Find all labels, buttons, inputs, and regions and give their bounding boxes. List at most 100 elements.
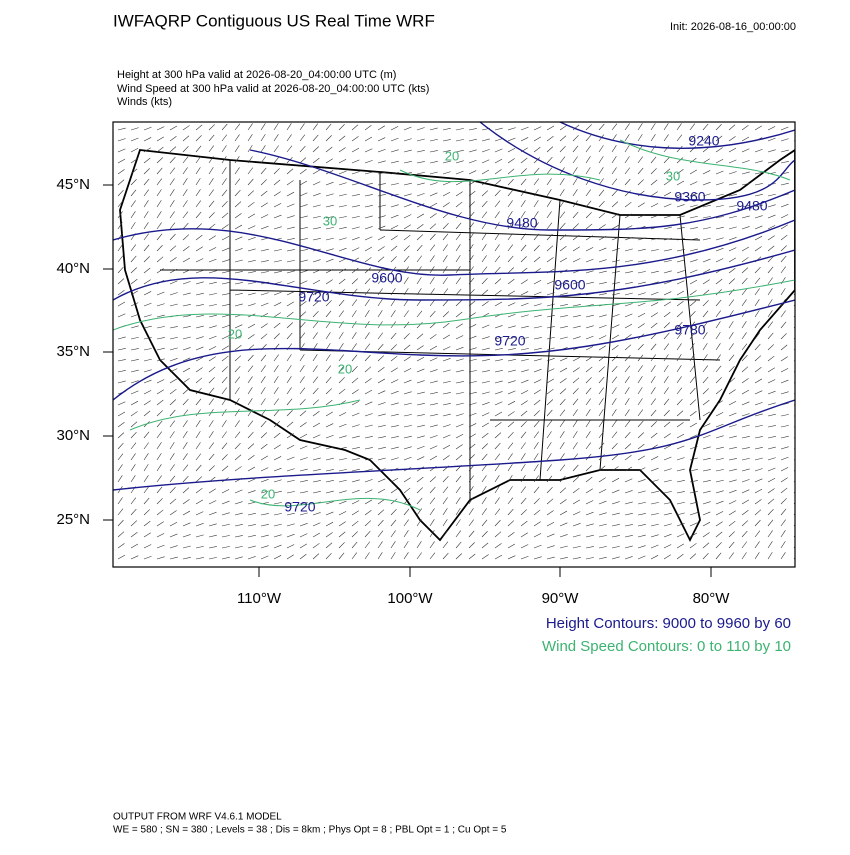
barb	[468, 233, 474, 241]
barb	[143, 410, 151, 417]
barb	[286, 203, 295, 208]
barb	[702, 258, 711, 263]
barb	[429, 266, 435, 274]
barb	[221, 270, 230, 274]
barb	[598, 387, 605, 395]
barb	[481, 180, 489, 186]
barb	[299, 501, 308, 505]
barb	[676, 501, 685, 505]
barb	[221, 201, 228, 208]
barb	[182, 245, 190, 252]
barb	[481, 255, 487, 263]
barb	[728, 215, 737, 219]
barb	[611, 545, 620, 549]
barb	[494, 347, 503, 351]
barb	[286, 456, 295, 461]
barb	[520, 157, 528, 164]
barb	[702, 480, 711, 483]
barb	[208, 281, 217, 285]
barb	[325, 204, 334, 208]
barb	[754, 204, 763, 208]
lon-label: 80°W	[693, 590, 731, 607]
barb	[338, 170, 347, 175]
barb	[559, 292, 568, 296]
barb	[598, 293, 607, 296]
barb	[663, 445, 672, 450]
barb	[338, 332, 344, 340]
barb	[572, 189, 578, 197]
barb	[429, 255, 435, 263]
barb	[559, 245, 567, 252]
barb	[299, 215, 308, 219]
barb	[273, 134, 279, 142]
barb	[221, 303, 230, 307]
barb	[624, 478, 633, 483]
barb	[260, 134, 266, 142]
barb	[585, 212, 592, 219]
barb	[494, 127, 503, 131]
barb	[481, 159, 490, 164]
barb	[338, 205, 347, 208]
barb	[312, 480, 321, 483]
barb	[169, 378, 178, 384]
barb	[676, 533, 685, 538]
barb	[546, 378, 555, 384]
barb	[312, 446, 321, 450]
barb	[156, 420, 163, 428]
barb	[520, 291, 529, 296]
barb	[299, 422, 307, 428]
barb	[624, 167, 631, 175]
barb	[572, 409, 578, 417]
barb	[780, 379, 789, 384]
barb	[338, 479, 347, 483]
barb	[754, 343, 761, 351]
barb	[169, 178, 175, 186]
barb	[325, 423, 334, 428]
barb	[663, 398, 670, 406]
barb	[728, 389, 736, 395]
barb	[494, 138, 503, 142]
barb	[728, 541, 735, 549]
barb	[481, 324, 490, 329]
barb	[559, 367, 568, 373]
barb	[650, 191, 658, 197]
barb	[234, 303, 243, 307]
barb	[442, 530, 448, 538]
barb	[351, 321, 357, 329]
barb	[208, 145, 214, 153]
barb	[741, 447, 750, 450]
barb	[754, 194, 763, 197]
barb	[325, 258, 334, 263]
barb	[572, 223, 579, 230]
barb	[598, 477, 606, 483]
barb	[273, 490, 282, 494]
barb	[182, 234, 190, 241]
barb	[182, 398, 189, 406]
barb	[442, 519, 448, 527]
barb	[767, 552, 773, 560]
wind-contour-label: 20	[445, 148, 459, 163]
barb	[676, 227, 685, 230]
barb	[715, 500, 724, 505]
barb	[650, 513, 659, 516]
barb	[754, 277, 761, 285]
barb	[286, 134, 292, 142]
barb	[390, 457, 399, 461]
barb	[221, 489, 230, 494]
barb	[767, 467, 776, 472]
barb	[481, 301, 489, 307]
barb	[429, 334, 437, 340]
barb	[312, 227, 321, 230]
barb	[598, 235, 607, 241]
barb	[195, 534, 204, 538]
barb	[676, 512, 685, 516]
barb	[299, 134, 306, 142]
barb	[429, 299, 436, 307]
barb	[169, 245, 177, 252]
barb	[767, 288, 773, 296]
barb	[221, 189, 228, 197]
barb	[390, 256, 397, 263]
barb	[299, 480, 308, 483]
barb	[702, 490, 711, 494]
barb	[416, 356, 425, 362]
